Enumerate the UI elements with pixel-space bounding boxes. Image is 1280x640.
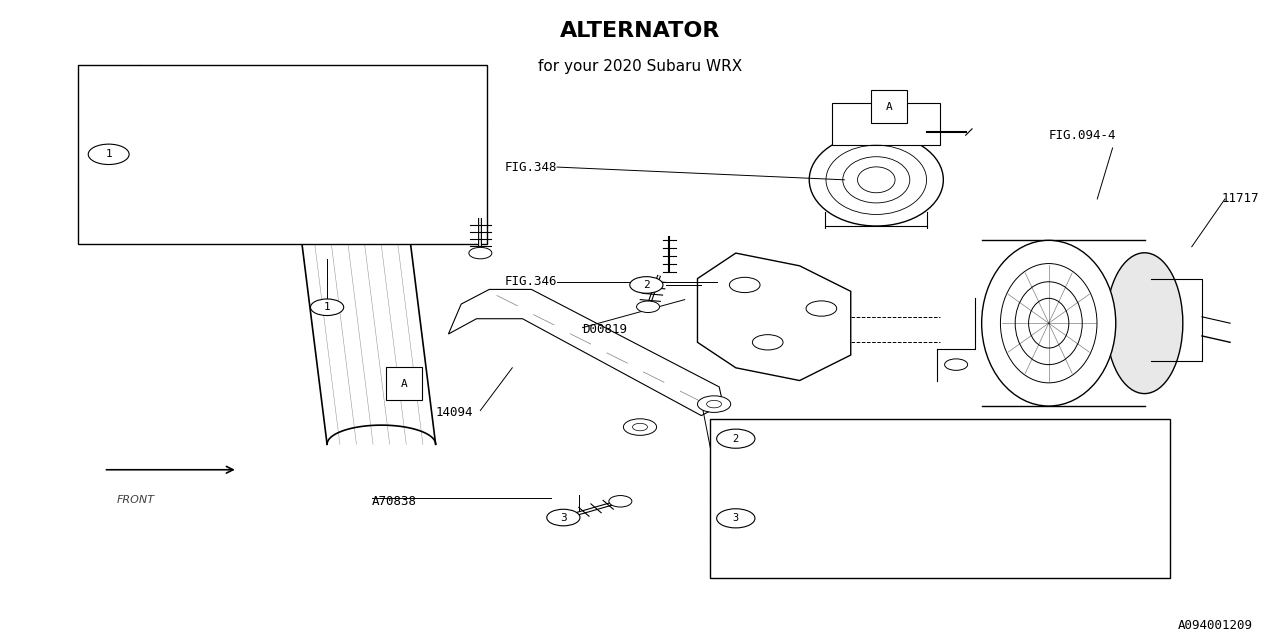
Text: K21834（ -’05MY0505）: K21834（ -’05MY0505） bbox=[150, 88, 285, 101]
Circle shape bbox=[753, 335, 783, 350]
Ellipse shape bbox=[809, 134, 943, 226]
Circle shape bbox=[717, 429, 755, 448]
Circle shape bbox=[806, 301, 837, 316]
Polygon shape bbox=[448, 289, 723, 415]
Text: D00819: D00819 bbox=[582, 323, 627, 336]
Text: 3: 3 bbox=[559, 513, 567, 522]
Circle shape bbox=[630, 276, 663, 293]
Polygon shape bbox=[698, 253, 851, 381]
Text: 2: 2 bbox=[643, 280, 650, 290]
Text: D00819（’09MY0803-）: D00819（’09MY0803-） bbox=[772, 552, 900, 564]
Text: A: A bbox=[886, 102, 892, 111]
Circle shape bbox=[88, 144, 129, 164]
FancyBboxPatch shape bbox=[872, 90, 908, 123]
Text: 0311S  （ -’08MY0804）: 0311S （ -’08MY0804） bbox=[772, 512, 914, 525]
Circle shape bbox=[609, 495, 632, 507]
Text: ALTERNATOR: ALTERNATOR bbox=[559, 20, 721, 40]
Circle shape bbox=[707, 401, 722, 408]
Circle shape bbox=[717, 509, 755, 528]
Text: A70861（ -’08MY0804）: A70861（ -’08MY0804） bbox=[772, 432, 908, 445]
Text: K21837（’06MY0603- ）: K21837（’06MY0603- ） bbox=[150, 207, 285, 220]
Circle shape bbox=[468, 247, 492, 259]
Text: A094001209: A094001209 bbox=[1178, 620, 1253, 632]
Circle shape bbox=[730, 277, 760, 292]
Text: 11717: 11717 bbox=[1221, 193, 1258, 205]
Text: 1: 1 bbox=[324, 302, 330, 312]
Text: 2: 2 bbox=[732, 434, 739, 444]
Circle shape bbox=[636, 301, 659, 312]
FancyBboxPatch shape bbox=[832, 103, 940, 145]
FancyBboxPatch shape bbox=[385, 367, 421, 400]
Circle shape bbox=[632, 423, 648, 431]
Text: FIG.094-4: FIG.094-4 bbox=[1048, 129, 1116, 141]
Text: 1: 1 bbox=[105, 149, 113, 159]
Text: 14094: 14094 bbox=[435, 406, 474, 419]
Text: FIG.346: FIG.346 bbox=[504, 275, 557, 288]
Circle shape bbox=[547, 509, 580, 526]
Ellipse shape bbox=[1106, 253, 1183, 394]
Text: 3: 3 bbox=[732, 513, 739, 524]
Circle shape bbox=[623, 419, 657, 435]
FancyBboxPatch shape bbox=[710, 419, 1170, 578]
Text: FRONT: FRONT bbox=[116, 495, 155, 505]
Text: A70838: A70838 bbox=[371, 495, 417, 508]
Text: D00812: D00812 bbox=[710, 444, 755, 457]
Text: 0167S  （’09MY0803-）: 0167S （’09MY0803-） bbox=[772, 472, 908, 485]
Text: A: A bbox=[401, 379, 407, 388]
Text: 0104S*B: 0104S*B bbox=[429, 221, 481, 234]
Text: K21840（’06MY0410-’06MY0603）: K21840（’06MY0410-’06MY0603） bbox=[150, 148, 342, 161]
Text: FIG.348: FIG.348 bbox=[504, 161, 557, 173]
FancyBboxPatch shape bbox=[78, 65, 486, 244]
Circle shape bbox=[311, 299, 344, 316]
Text: for your 2020 Subaru WRX: for your 2020 Subaru WRX bbox=[538, 59, 742, 74]
Circle shape bbox=[698, 396, 731, 412]
Circle shape bbox=[945, 359, 968, 371]
Ellipse shape bbox=[982, 241, 1116, 406]
